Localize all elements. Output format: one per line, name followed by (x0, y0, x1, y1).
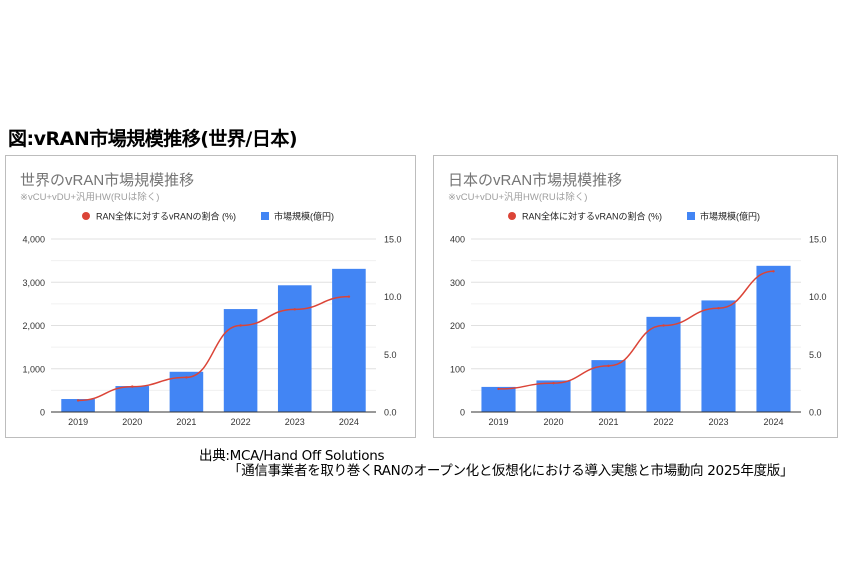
right-axis-tick: 10.0 (384, 292, 402, 302)
bar-2023 (277, 285, 312, 412)
left-axis-tick: 1,000 (22, 364, 45, 374)
bar-2019 (481, 386, 516, 412)
figure-title: 図:vRAN市場規模推移(世界/日本) (8, 128, 298, 150)
line-point-2019 (76, 399, 80, 402)
legend-bar-marker (261, 212, 269, 220)
world-chart: 世界のvRAN市場規模推移 ※vCU+vDU+汎用HW(RUは除く) RAN全体に対… (5, 155, 416, 438)
legend-bar-label: 市場規模(億円) (700, 211, 760, 222)
x-axis-tick: 2024 (763, 417, 783, 427)
bar-2021 (591, 360, 626, 412)
bar-2020 (536, 380, 571, 412)
line-point-2020 (131, 385, 134, 388)
legend-line-label: RAN全体に対するvRANの割合 (%) (522, 211, 662, 222)
chart-svg: 日本のvRAN市場規模推移 ※vCU+vDU+汎用HW(RUは除く) RAN全体に対… (448, 172, 827, 427)
left-axis-tick: 0 (40, 408, 45, 418)
left-axis-tick: 100 (450, 364, 465, 374)
chart-title: 世界のvRAN市場規模推移 (20, 172, 194, 189)
legend-line-marker (82, 212, 90, 220)
x-axis-tick: 2022 (653, 417, 673, 427)
x-axis-tick: 2023 (708, 417, 728, 427)
chart-subtitle: ※vCU+vDU+汎用HW(RUは除く) (20, 191, 159, 203)
source-line-2: 「通信事業者を取り巻くRANのオープン化と仮想化における導入実態と市場動向 20… (228, 463, 794, 479)
legend-bar-label: 市場規模(億円) (274, 211, 334, 222)
bar-2024 (332, 268, 366, 412)
right-axis-tick: 15.0 (384, 235, 402, 245)
line-point-2023 (717, 307, 720, 310)
line-point-2019 (497, 387, 500, 391)
right-axis-tick: 0.0 (809, 408, 822, 418)
bar-2024 (756, 265, 791, 412)
japan-chart: 日本のvRAN市場規模推移 ※vCU+vDU+汎用HW(RUは除く) RAN全体に対… (433, 155, 838, 438)
right-axis-tick: 10.0 (809, 292, 827, 302)
x-axis-tick: 2020 (122, 417, 142, 427)
bar-2020 (115, 386, 150, 412)
right-axis-tick: 15.0 (809, 235, 827, 245)
right-axis-tick: 0.0 (384, 408, 397, 418)
x-axis-tick: 2022 (231, 417, 251, 427)
x-axis-tick: 2021 (598, 417, 618, 427)
line-point-2021 (185, 376, 188, 379)
left-axis-tick: 300 (450, 278, 465, 288)
chart-svg: 世界のvRAN市場規模推移 ※vCU+vDU+汎用HW(RUは除く) RAN全体に対… (20, 172, 402, 427)
bar-2022 (646, 316, 681, 412)
x-axis-tick: 2019 (488, 417, 508, 427)
line-point-2022 (239, 324, 242, 327)
line-point-2024 (772, 270, 775, 273)
percentage-line (78, 295, 349, 402)
chart-title: 日本のvRAN市場規模推移 (448, 172, 622, 189)
line-point-2021 (607, 364, 610, 368)
legend-line-marker (508, 212, 516, 220)
line-point-2023 (293, 308, 296, 311)
x-axis-tick: 2019 (68, 417, 88, 427)
line-point-2020 (552, 381, 555, 385)
left-axis-tick: 400 (450, 235, 465, 245)
chart-subtitle: ※vCU+vDU+汎用HW(RUは除く) (448, 191, 587, 203)
left-axis-tick: 4,000 (22, 235, 45, 245)
x-axis-tick: 2024 (339, 417, 359, 427)
legend-bar-marker (687, 212, 695, 220)
right-axis-tick: 5.0 (809, 350, 822, 360)
line-point-2022 (662, 324, 665, 327)
x-axis-tick: 2021 (176, 417, 196, 427)
bar-2023 (701, 300, 736, 412)
left-axis-tick: 0 (460, 408, 465, 418)
x-axis-tick: 2020 (543, 417, 563, 427)
source-line-1: 出典:MCA/Hand Off Solutions (199, 448, 385, 464)
bar-2019 (61, 399, 95, 412)
right-axis-tick: 5.0 (384, 350, 397, 360)
left-axis-tick: 200 (450, 321, 465, 331)
left-axis-tick: 3,000 (22, 278, 45, 288)
legend-line-label: RAN全体に対するvRANの割合 (%) (96, 211, 236, 222)
left-axis-tick: 2,000 (22, 321, 45, 331)
line-point-2024 (347, 295, 351, 298)
x-axis-tick: 2023 (285, 417, 305, 427)
